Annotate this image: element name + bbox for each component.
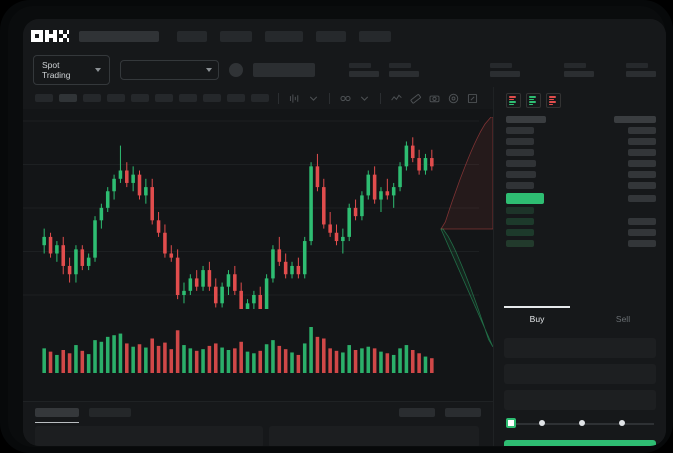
orderbook-bids-icon[interactable] xyxy=(526,93,541,108)
orderbook-bid-row[interactable] xyxy=(506,205,656,216)
orderbook-ask-row[interactable] xyxy=(506,136,656,147)
orderbook-ask-row[interactable] xyxy=(506,158,656,169)
candlestick-icon[interactable] xyxy=(288,92,301,105)
timeframe-1d[interactable] xyxy=(179,94,197,102)
orderbook-ask-row[interactable] xyxy=(506,169,656,180)
orderbook-both-icon[interactable] xyxy=(506,93,521,108)
tab-order-history[interactable] xyxy=(89,408,131,417)
stat-24h-volume-base xyxy=(564,63,595,77)
action-cancel-all[interactable] xyxy=(445,408,481,417)
indicator-icon[interactable] xyxy=(339,92,352,105)
camera-icon[interactable] xyxy=(428,92,441,105)
last-price-value xyxy=(253,63,315,77)
orderbook-bid-row[interactable] xyxy=(506,216,656,227)
orderbook-ask-row[interactable] xyxy=(506,180,656,191)
stat-24h-volume-quote xyxy=(626,63,657,77)
pair-select-dropdown[interactable] xyxy=(119,60,220,80)
bottom-content xyxy=(23,417,493,446)
bottom-tabs xyxy=(23,402,493,423)
timeframe-1m[interactable] xyxy=(35,94,53,102)
volume-histogram xyxy=(42,327,434,373)
chevron-down-icon xyxy=(206,68,213,72)
chevron-down-icon[interactable] xyxy=(307,92,320,105)
line-chart-icon[interactable] xyxy=(390,92,403,105)
content-block-right xyxy=(269,426,479,446)
chart-toolbar xyxy=(23,87,493,109)
timeframe-30m[interactable] xyxy=(107,94,125,102)
timeframe-5m[interactable] xyxy=(59,94,77,102)
buy-submit-button[interactable] xyxy=(504,440,656,446)
toolbar-divider xyxy=(278,92,279,104)
stat-24h-change xyxy=(348,63,379,77)
spot-trading-dropdown[interactable]: Spot Trading xyxy=(33,55,110,85)
orderbook-asks-icon[interactable] xyxy=(546,93,561,108)
bottom-panel xyxy=(23,401,493,446)
percentage-slider[interactable] xyxy=(506,416,654,432)
toolbar-divider xyxy=(329,92,330,104)
timeframe-1m-month[interactable] xyxy=(227,94,245,102)
tab-sell[interactable]: Sell xyxy=(615,314,631,324)
nav-item-more[interactable] xyxy=(359,30,391,42)
orderbook-spread-row[interactable] xyxy=(506,191,656,205)
depth-chart-overlay xyxy=(440,117,493,347)
timeframe-1h[interactable] xyxy=(131,94,149,102)
trade-form xyxy=(494,332,666,446)
amount-field[interactable] xyxy=(504,364,656,384)
chevron-down-icon xyxy=(94,68,101,72)
top-nav xyxy=(23,19,666,53)
ticker-bar: Spot Trading xyxy=(23,53,666,87)
ruler-icon[interactable] xyxy=(409,92,422,105)
timeframe-4h[interactable] xyxy=(155,94,173,102)
slider-stop-50[interactable] xyxy=(579,420,585,426)
order-book[interactable] xyxy=(494,112,666,304)
app-screen: Spot Trading xyxy=(23,19,666,446)
spot-trading-label: Spot Trading xyxy=(42,60,71,80)
orderbook-ask-row[interactable] xyxy=(506,125,656,136)
tab-buy[interactable]: Buy xyxy=(494,306,580,332)
search-input[interactable] xyxy=(79,30,159,42)
orderbook-layout-toggles xyxy=(494,87,666,112)
slider-stop-75[interactable] xyxy=(619,420,625,426)
content-block-left xyxy=(35,426,263,446)
okx-logo[interactable] xyxy=(31,30,69,42)
slider-handle[interactable] xyxy=(506,418,516,428)
price-field[interactable] xyxy=(504,338,656,358)
tab-open-orders[interactable] xyxy=(35,408,79,423)
timeframe-15m[interactable] xyxy=(83,94,101,102)
stat-24h-high xyxy=(388,63,419,77)
nav-item-wallet[interactable] xyxy=(316,30,346,42)
chart-panel[interactable] xyxy=(23,109,493,401)
chevron-down-icon[interactable] xyxy=(358,92,371,105)
action-hide-other-pairs[interactable] xyxy=(399,408,435,417)
toolbar-divider xyxy=(380,92,381,104)
timeframe-1w[interactable] xyxy=(203,94,221,102)
buy-sell-tabs: Buy Sell xyxy=(494,306,666,332)
price-candlestick-chart[interactable] xyxy=(23,109,493,309)
timeframe-more[interactable] xyxy=(251,94,269,102)
pair-avatar xyxy=(229,63,244,77)
orderbook-bid-row[interactable] xyxy=(506,227,656,238)
nav-item-markets[interactable] xyxy=(220,30,252,42)
nav-item-earn[interactable] xyxy=(265,30,303,42)
settings-icon[interactable] xyxy=(447,92,460,105)
fullscreen-icon[interactable] xyxy=(466,92,479,105)
right-panel: Buy Sell xyxy=(493,87,666,446)
orderbook-ask-row[interactable] xyxy=(506,147,656,158)
nav-item-trade[interactable] xyxy=(177,30,207,42)
orderbook-header-row xyxy=(506,114,656,125)
device-bezel: Spot Trading xyxy=(8,6,666,447)
total-field[interactable] xyxy=(504,390,656,410)
slider-stop-25[interactable] xyxy=(539,420,545,426)
orderbook-bid-row[interactable] xyxy=(506,238,656,249)
stat-24h-low xyxy=(490,63,521,77)
